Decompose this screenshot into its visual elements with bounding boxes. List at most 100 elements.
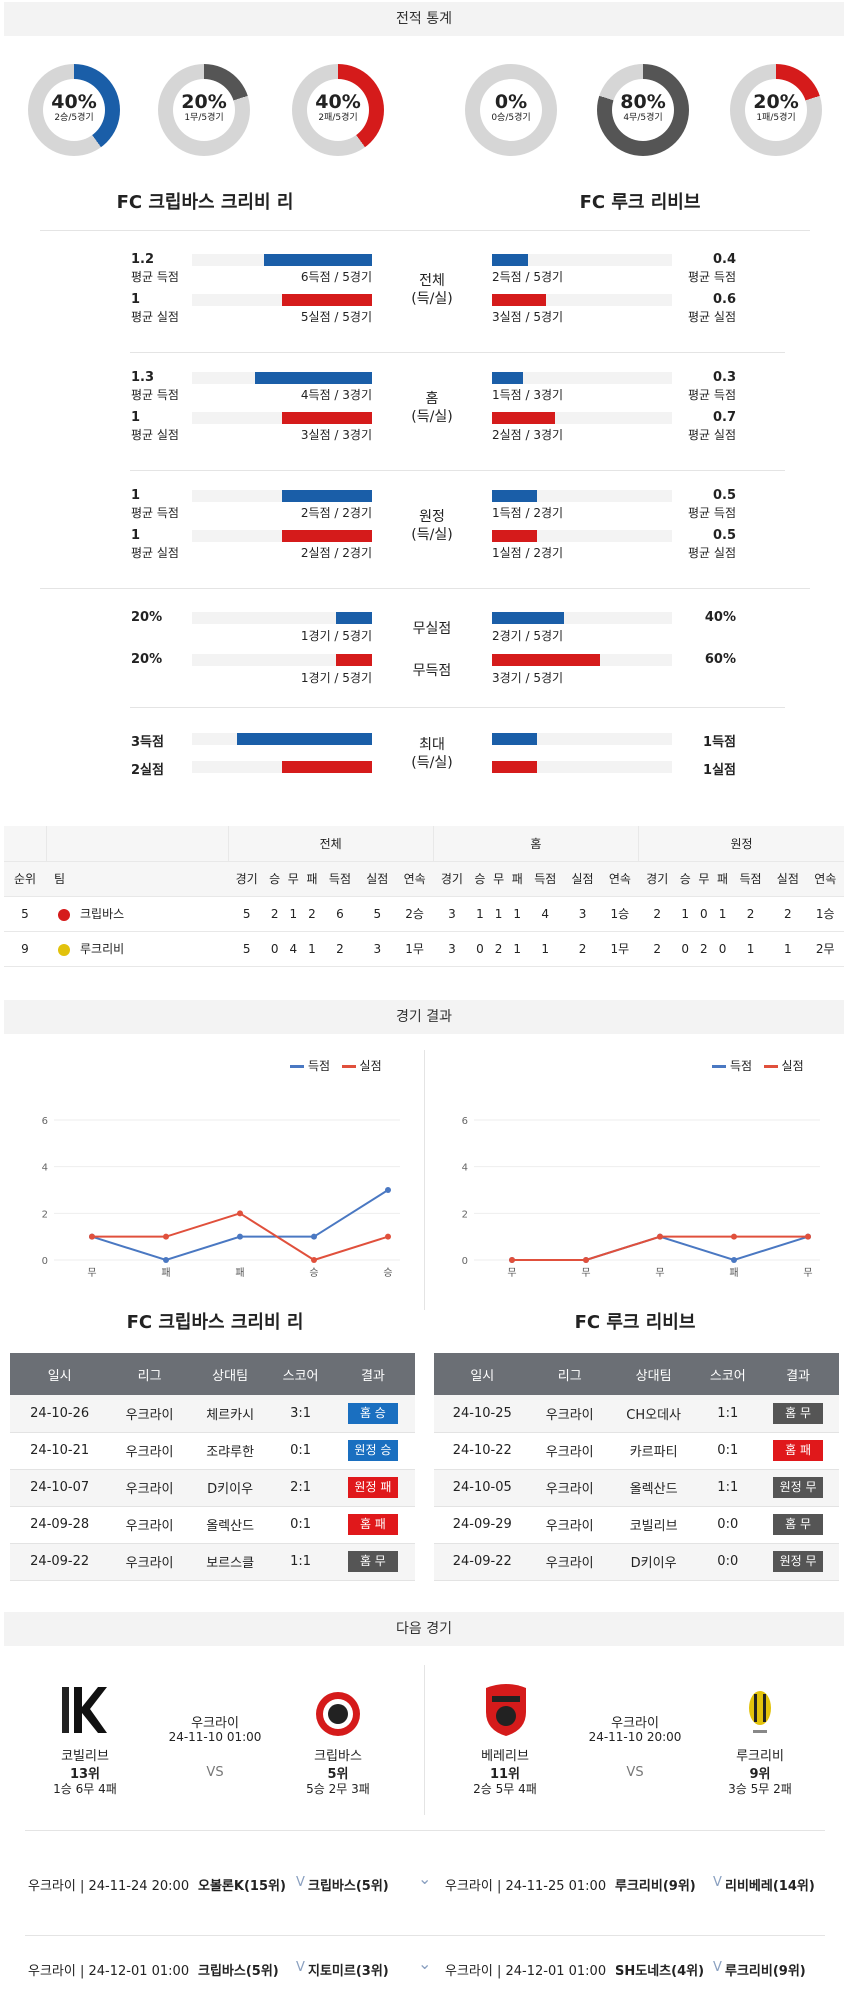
rank: 5 bbox=[4, 896, 46, 932]
right-fraction: 2득점 / 5경기 bbox=[492, 270, 564, 284]
stat-cell: 5 bbox=[228, 896, 266, 932]
stat-cell: 0 bbox=[265, 931, 284, 967]
col-5: 실점 bbox=[563, 861, 602, 897]
left-value: 1 bbox=[131, 410, 141, 425]
next-left-away-name: 크립바스 bbox=[314, 1749, 362, 1764]
stat-cell: 2 bbox=[638, 931, 676, 967]
col-2: 무 bbox=[489, 861, 508, 897]
left-caption: 평균 득점 bbox=[131, 506, 179, 520]
donut-subtitle: 1무/5경기 bbox=[184, 113, 224, 123]
expand-chevron-icon[interactable]: ⌄ bbox=[418, 1869, 432, 1888]
result-opp: D키이우 bbox=[189, 1469, 271, 1507]
upcoming-team-1: 오볼론K(15위) bbox=[198, 1879, 286, 1894]
bar-track bbox=[492, 490, 672, 502]
result-date: 24-10-26 bbox=[10, 1395, 110, 1433]
legend-conceded: 실점 bbox=[781, 1059, 804, 1073]
col-team: 팀 bbox=[46, 861, 228, 897]
team-right-name: FC 루크 리비브 bbox=[579, 192, 701, 213]
series-point-1 bbox=[731, 1233, 737, 1240]
right-bar bbox=[492, 733, 537, 745]
stat-cell: 2무 bbox=[806, 931, 844, 967]
left-caption: 평균 득점 bbox=[131, 270, 179, 284]
series-point-1 bbox=[89, 1233, 95, 1240]
upcoming-team-1: 루크리비(9위) bbox=[615, 1879, 696, 1894]
result-cell: 원정 무 bbox=[757, 1543, 839, 1581]
result-score: 1:1 bbox=[698, 1469, 758, 1507]
table-row: 24-09-29 우크라이 코빌리브 0:0 홈 무 bbox=[434, 1506, 839, 1544]
series-point-1 bbox=[385, 1233, 391, 1240]
donut-subtitle: 4무/5경기 bbox=[623, 113, 663, 123]
next-right-away-name: 루크리비 bbox=[736, 1749, 784, 1764]
table-row: 24-10-22 우크라이 카르파티 0:1 홈 패 bbox=[434, 1432, 839, 1470]
donut-center: 40% 2승/5경기 bbox=[43, 79, 105, 141]
stat-cell: 2 bbox=[769, 896, 807, 932]
right-max-value: 1실점 bbox=[703, 763, 736, 778]
divider bbox=[130, 707, 785, 708]
y-tick-label: 6 bbox=[42, 1116, 48, 1127]
y-tick-label: 4 bbox=[462, 1163, 468, 1174]
right-fraction: 3경기 / 5경기 bbox=[492, 671, 564, 685]
result-score: 1:1 bbox=[698, 1395, 758, 1433]
next-left-league: 우크라이 bbox=[191, 1716, 239, 1731]
result-opp: CH오데사 bbox=[608, 1395, 699, 1433]
donut-left-0: 40% 2승/5경기 bbox=[28, 64, 120, 156]
right-bar bbox=[492, 530, 537, 542]
table-row: 24-09-22 우크라이 보르스클 1:1 홈 무 bbox=[10, 1543, 415, 1581]
left-value: 1.2 bbox=[131, 252, 155, 267]
stat-cell: 1 bbox=[731, 931, 770, 967]
next-right-datetime: 24-11-10 20:00 bbox=[588, 1730, 682, 1744]
result-badge: 원정 무 bbox=[773, 1477, 824, 1498]
donut-right-0: 0% 0승/5경기 bbox=[465, 64, 557, 156]
right-caption: 평균 득점 bbox=[688, 270, 736, 284]
divider bbox=[130, 352, 785, 353]
table-row: 24-10-21 우크라이 조랴루한 0:1 원정 승 bbox=[10, 1432, 415, 1470]
results-header: 결과 bbox=[757, 1353, 839, 1395]
bar-track bbox=[492, 530, 672, 542]
stat-cell: 1승 bbox=[601, 896, 639, 932]
series-point-1 bbox=[657, 1233, 663, 1240]
result-badge: 원정 패 bbox=[347, 1477, 398, 1498]
col-1: 승 bbox=[265, 861, 284, 897]
expand-chevron-icon[interactable]: ⌄ bbox=[418, 1954, 432, 1973]
chart-divider bbox=[424, 1050, 425, 1310]
left-percent: 20% bbox=[131, 610, 163, 625]
result-opp: 올렉산드 bbox=[189, 1506, 271, 1544]
upcoming-team-2: 리비베레(14위) bbox=[725, 1879, 815, 1894]
right-value: 0.7 bbox=[712, 410, 736, 425]
results-header: 일시 bbox=[10, 1353, 110, 1395]
donut-percent: 80% bbox=[620, 91, 666, 113]
x-tick-label: 패 bbox=[161, 1267, 170, 1279]
stat-cell: 1 bbox=[470, 896, 490, 932]
stat-cell: 0 bbox=[694, 896, 714, 932]
result-cell: 원정 무 bbox=[757, 1469, 839, 1507]
stat-cell: 3 bbox=[358, 931, 396, 967]
result-cell: 홈 승 bbox=[330, 1395, 415, 1433]
series-point-1 bbox=[583, 1257, 589, 1263]
donut-subtitle: 1패/5경기 bbox=[756, 113, 796, 123]
table-row: 24-10-05 우크라이 올렉산드 1:1 원정 무 bbox=[434, 1469, 839, 1507]
donut-center: 0% 0승/5경기 bbox=[480, 79, 542, 141]
stat-cell: 1 bbox=[769, 931, 807, 967]
bar-track bbox=[492, 761, 672, 773]
left-fraction: 1경기 / 5경기 bbox=[300, 671, 372, 685]
col-2: 무 bbox=[283, 861, 303, 897]
right-bar bbox=[492, 490, 537, 502]
donut-percent: 20% bbox=[181, 91, 227, 113]
result-opp: 올렉산드 bbox=[608, 1469, 699, 1507]
right-percent: 40% bbox=[704, 610, 736, 625]
left-bar bbox=[282, 490, 372, 502]
next-left-away-rank: 5위 bbox=[327, 1767, 349, 1782]
legend-scored: 득점 bbox=[308, 1059, 331, 1073]
result-badge: 홈 승 bbox=[347, 1402, 398, 1424]
table-row: 9 루크리비 5 0 4 1 2 3 1무 3 0 2 1 1 2 1무 2 0 2 0 1 1 2무 bbox=[4, 931, 844, 967]
series-point-1 bbox=[805, 1233, 811, 1240]
x-tick-label: 무 bbox=[87, 1268, 96, 1279]
result-league: 우크라이 bbox=[530, 1506, 609, 1544]
result-date: 24-09-28 bbox=[10, 1506, 110, 1544]
rank: 9 bbox=[4, 931, 46, 967]
next-divider bbox=[424, 1665, 425, 1815]
stat-cell: 0 bbox=[470, 931, 490, 967]
right-value: 0.5 bbox=[712, 488, 736, 503]
right-value: 0.5 bbox=[712, 528, 736, 543]
series-point-0 bbox=[731, 1257, 737, 1263]
